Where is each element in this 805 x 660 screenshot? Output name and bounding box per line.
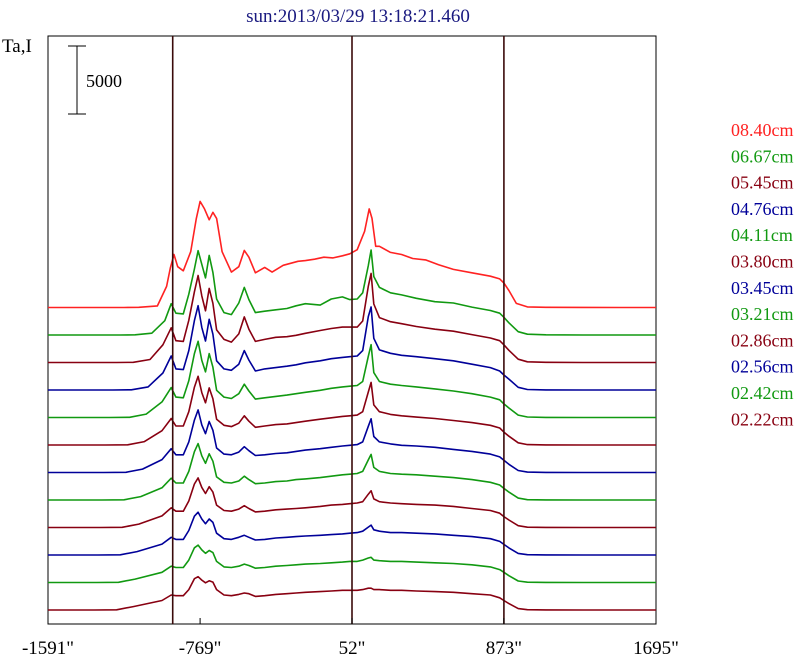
legend-entry-10: 02.56cm	[731, 357, 794, 377]
legend-entry-11: 02.42cm	[731, 383, 794, 403]
chart-title: sun:2013/03/29 13:18:21.460	[246, 6, 470, 27]
scale-bar: 5000	[68, 45, 122, 115]
x-tick-label-5: 1695"	[633, 638, 679, 659]
legend-entry-6: 03.80cm	[731, 252, 794, 272]
legend: 08.40cm 06.67cm 05.45cm 04.76cm 04.11cm 03.80…	[731, 120, 794, 429]
x-axis-ticks: -1591" -769" 52" 873" 1695"	[22, 618, 679, 659]
legend-entry-9: 02.86cm	[731, 330, 794, 350]
legend-entry-8: 03.21cm	[731, 304, 794, 324]
legend-entry-4: 04.76cm	[731, 199, 794, 219]
legend-entry-12: 02.22cm	[731, 409, 794, 429]
series-line-8	[48, 442, 656, 501]
x-tick-label-4: 873"	[486, 638, 522, 659]
series-line-3	[48, 272, 656, 364]
legend-entry-2: 06.67cm	[731, 146, 794, 166]
series-line-1	[48, 200, 656, 309]
x-tick-label-1: -1591"	[22, 638, 74, 659]
series-line-4	[48, 304, 656, 391]
series-layer	[48, 200, 656, 611]
series-line-7	[48, 409, 656, 474]
x-tick-label-2: -769"	[179, 638, 222, 659]
vertical-markers	[171, 36, 505, 624]
legend-entry-7: 03.45cm	[731, 278, 794, 298]
series-line-12	[48, 575, 656, 611]
series-line-11	[48, 544, 656, 584]
series-line-2	[48, 249, 656, 336]
legend-entry-3: 05.45cm	[731, 173, 794, 193]
series-line-6	[48, 375, 656, 446]
x-tick-label-3: 52"	[339, 638, 366, 659]
legend-entry-5: 04.11cm	[731, 225, 793, 245]
y-axis-label: Ta,I	[2, 36, 32, 57]
series-line-5	[48, 340, 656, 419]
scale-bar-label: 5000	[86, 71, 122, 91]
series-line-10	[48, 511, 656, 556]
legend-entry-1: 08.40cm	[731, 120, 794, 140]
series-line-9	[48, 477, 656, 529]
